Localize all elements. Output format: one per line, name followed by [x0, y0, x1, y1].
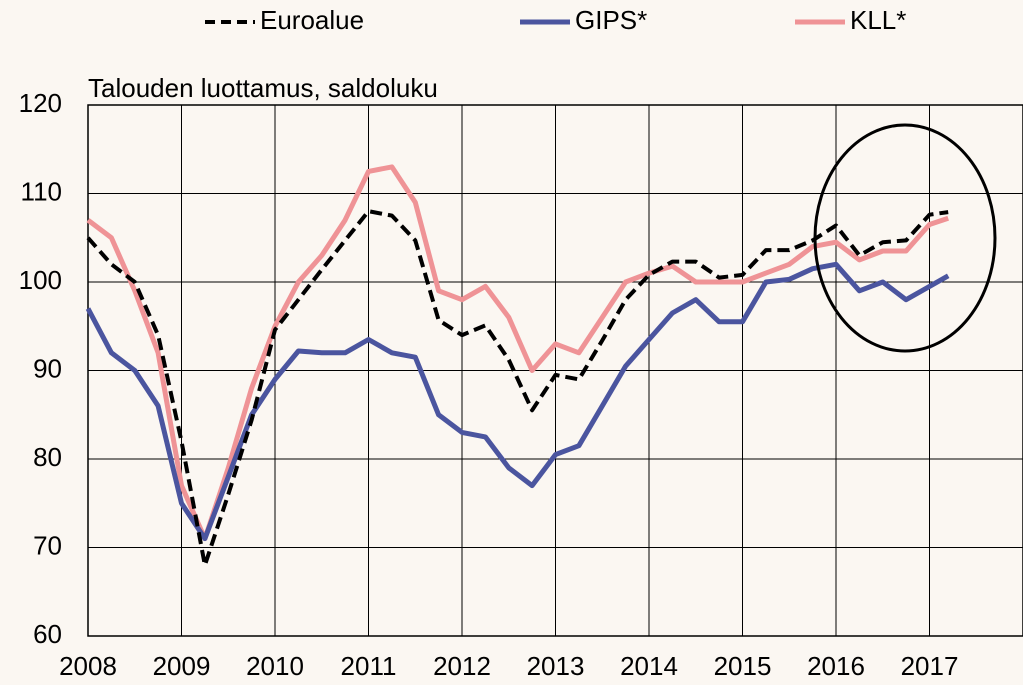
legend-label: KLL*: [850, 5, 906, 35]
y-tick-label: 90: [33, 353, 62, 383]
x-tick-label: 2016: [807, 651, 865, 681]
highlight-ellipse: [813, 123, 997, 353]
y-tick-label: 120: [19, 88, 62, 118]
legend-label: GIPS*: [575, 5, 647, 35]
y-tick-label: 110: [21, 176, 62, 206]
x-tick-label: 2013: [527, 651, 585, 681]
x-tick-label: 2008: [59, 651, 117, 681]
series-line: [86, 164, 949, 542]
x-tick-label: 2009: [153, 651, 211, 681]
y-axis-label: Talouden luottamus, saldoluku: [88, 73, 438, 103]
y-tick-label: 60: [33, 619, 62, 649]
x-tick-label: 2015: [714, 651, 772, 681]
x-tick-label: 2011: [341, 651, 397, 681]
x-tick-label: 2010: [246, 651, 304, 681]
series-line: [86, 209, 949, 568]
legend-label: Euroalue: [260, 5, 364, 35]
y-tick-label: 70: [33, 530, 62, 560]
x-tick-label: 2017: [901, 651, 959, 681]
x-tick-label: 2014: [620, 651, 678, 681]
y-tick-label: 80: [33, 442, 62, 472]
x-tick-label: 2012: [433, 651, 491, 681]
series-line: [85, 261, 950, 542]
y-tick-label: 100: [19, 265, 62, 295]
